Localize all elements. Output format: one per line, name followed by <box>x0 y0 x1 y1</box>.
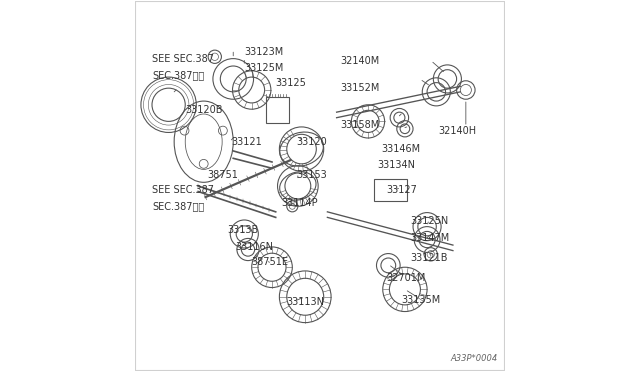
Text: SEE SEC.387: SEE SEC.387 <box>152 185 214 195</box>
Text: 33121B: 33121B <box>410 253 448 263</box>
Text: 32701M: 32701M <box>387 273 426 283</box>
Text: 38751E: 38751E <box>252 257 289 267</box>
Text: 33116N: 33116N <box>235 242 273 252</box>
Text: SEE SEC.387: SEE SEC.387 <box>152 54 214 64</box>
Text: 33113N: 33113N <box>287 297 324 307</box>
Text: 33125: 33125 <box>276 78 307 88</box>
Text: 33123M: 33123M <box>244 47 284 57</box>
Text: 32140M: 32140M <box>340 56 380 66</box>
Text: SEC.387参照: SEC.387参照 <box>152 201 204 211</box>
Text: 38751: 38751 <box>207 170 238 180</box>
Text: 33125N: 33125N <box>410 216 449 226</box>
Bar <box>266 97 289 123</box>
Text: 33125M: 33125M <box>244 63 284 73</box>
Text: 33127: 33127 <box>387 185 417 195</box>
Text: 33120: 33120 <box>296 137 327 147</box>
Text: A33P*0004: A33P*0004 <box>450 354 497 363</box>
Text: 33158M: 33158M <box>340 120 380 130</box>
Text: 33134N: 33134N <box>377 160 415 170</box>
Text: SEC.387参照: SEC.387参照 <box>152 70 204 80</box>
Bar <box>374 179 407 201</box>
Text: 33120B: 33120B <box>185 105 223 115</box>
Text: 33114P: 33114P <box>281 198 318 208</box>
Text: 33146M: 33146M <box>381 144 420 154</box>
Text: 33121: 33121 <box>232 137 262 147</box>
Text: 33147M: 33147M <box>410 233 450 243</box>
Text: 32140H: 32140H <box>438 126 476 137</box>
Text: 33152M: 33152M <box>340 83 380 93</box>
Text: 33153: 33153 <box>296 170 327 180</box>
Text: 3313B: 3313B <box>228 225 259 235</box>
Text: 33135M: 33135M <box>401 295 440 305</box>
